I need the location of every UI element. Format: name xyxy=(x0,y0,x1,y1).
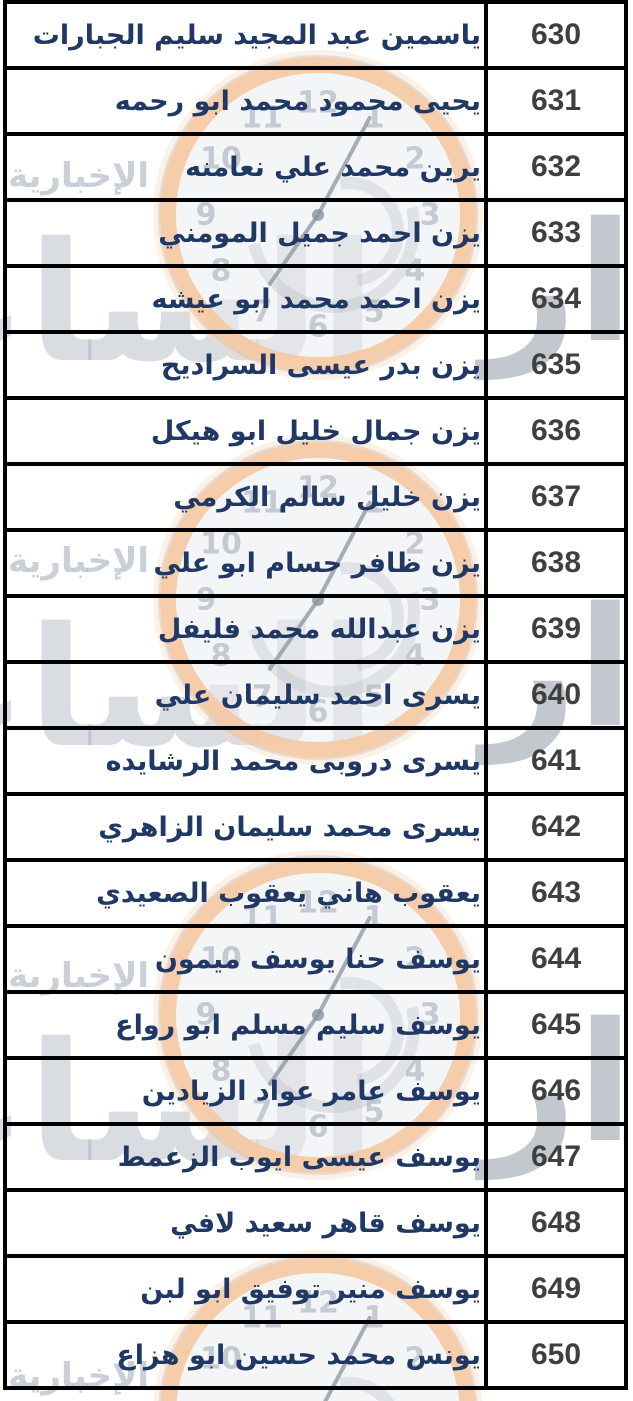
table-row: 642 يسرى محمد سليمان الزاهري xyxy=(3,792,628,862)
person-name-cell: يزن احمد محمد ابو عيشه xyxy=(3,264,488,334)
row-number-cell: 644 xyxy=(484,924,628,994)
person-name-cell: يعقوب هاني يعقوب الصعيدي xyxy=(3,858,488,928)
table-row: 650 يونس محمد حسين ابو هزاع xyxy=(3,1320,628,1390)
row-number-cell: 631 xyxy=(484,66,628,136)
person-name-cell: يزن عبدالله محمد فليفل xyxy=(3,594,488,664)
row-number-cell: 638 xyxy=(484,528,628,598)
person-name-cell: يونس محمد حسين ابو هزاع xyxy=(3,1320,488,1390)
row-number-cell: 641 xyxy=(484,726,628,796)
table-row: 637 يزن خليل سالم الكرمي xyxy=(3,462,628,532)
row-number-cell: 647 xyxy=(484,1122,628,1192)
row-number-cell: 632 xyxy=(484,132,628,202)
person-name-cell: يوسف سليم مسلم ابو رواع xyxy=(3,990,488,1060)
clock-numeral: 3 xyxy=(420,1398,441,1401)
row-number-cell: 636 xyxy=(484,396,628,466)
row-number-cell: 643 xyxy=(484,858,628,928)
row-number-cell: 634 xyxy=(484,264,628,334)
table-row: 649 يوسف منير توفيق ابو لبن xyxy=(3,1254,628,1324)
person-name-cell: يوسف منير توفيق ابو لبن xyxy=(3,1254,488,1324)
table-row: 648 يوسف قاهر سعيد لافي xyxy=(3,1188,628,1258)
watermark-big-brand-text-right: مدار xyxy=(482,1392,633,1401)
table-row: 631 يحيى محمود محمد ابو رحمه xyxy=(3,66,628,136)
person-name-cell: يحيى محمود محمد ابو رحمه xyxy=(3,66,488,136)
row-number-cell: 635 xyxy=(484,330,628,400)
person-name-cell: يسرى احمد سليمان علي xyxy=(3,660,488,730)
table-row: 647 يوسف عيسى ايوب الزعمط xyxy=(3,1122,628,1192)
table-row: 632 يرين محمد علي نعامنه xyxy=(3,132,628,202)
person-name-cell: يزن خليل سالم الكرمي xyxy=(3,462,488,532)
row-number-cell: 640 xyxy=(484,660,628,730)
table-row: 630 ياسمين عبد المجيد سليم الجبارات xyxy=(3,0,628,70)
person-name-cell: يسرى دروبى محمد الرشايده xyxy=(3,726,488,796)
row-number-cell: 633 xyxy=(484,198,628,268)
row-number-cell: 649 xyxy=(484,1254,628,1324)
row-number-cell: 642 xyxy=(484,792,628,862)
person-name-cell: يسرى محمد سليمان الزاهري xyxy=(3,792,488,862)
table-row: 641 يسرى دروبى محمد الرشايده xyxy=(3,726,628,796)
person-name-cell: يوسف قاهر سعيد لافي xyxy=(3,1188,488,1258)
table-row: 645 يوسف سليم مسلم ابو رواع xyxy=(3,990,628,1060)
roster-table: 630 ياسمين عبد المجيد سليم الجبارات 631 يحي… xyxy=(3,0,628,1390)
table-row: 643 يعقوب هاني يعقوب الصعيدي xyxy=(3,858,628,928)
row-number-cell: 645 xyxy=(484,990,628,1060)
row-number-cell: 639 xyxy=(484,594,628,664)
person-name-cell: يزن ظافر حسام ابو علي xyxy=(3,528,488,598)
person-name-cell: يرين محمد علي نعامنه xyxy=(3,132,488,202)
person-name-cell: يوسف عامر عواد الزيادين xyxy=(3,1056,488,1126)
row-number-cell: 637 xyxy=(484,462,628,532)
table-row: 633 يزن احمد جميل المومني xyxy=(3,198,628,268)
clock-numeral: 9 xyxy=(196,1398,217,1401)
table-row: 634 يزن احمد محمد ابو عيشه xyxy=(3,264,628,334)
table-row: 646 يوسف عامر عواد الزيادين xyxy=(3,1056,628,1126)
row-number-cell: 646 xyxy=(484,1056,628,1126)
person-name-cell: ياسمين عبد المجيد سليم الجبارات xyxy=(3,0,488,70)
person-name-cell: يزن بدر عيسى السراديح xyxy=(3,330,488,400)
row-number-cell: 648 xyxy=(484,1188,628,1258)
table-row: 635 يزن بدر عيسى السراديح xyxy=(3,330,628,400)
person-name-cell: يزن جمال خليل ابو هيكل xyxy=(3,396,488,466)
table-row: 640 يسرى احمد سليمان علي xyxy=(3,660,628,730)
table-row: 638 يزن ظافر حسام ابو علي xyxy=(3,528,628,598)
row-number-cell: 650 xyxy=(484,1320,628,1390)
table-row: 639 يزن عبدالله محمد فليفل xyxy=(3,594,628,664)
person-name-cell: يزن احمد جميل المومني xyxy=(3,198,488,268)
row-number-cell: 630 xyxy=(484,0,628,70)
person-name-cell: يوسف عيسى ايوب الزعمط xyxy=(3,1122,488,1192)
roster-body: 630 ياسمين عبد المجيد سليم الجبارات 631 يحي… xyxy=(3,0,628,1390)
table-row: 636 يزن جمال خليل ابو هيكل xyxy=(3,396,628,466)
person-name-cell: يوسف حنا يوسف ميمون xyxy=(3,924,488,994)
table-row: 644 يوسف حنا يوسف ميمون xyxy=(3,924,628,994)
